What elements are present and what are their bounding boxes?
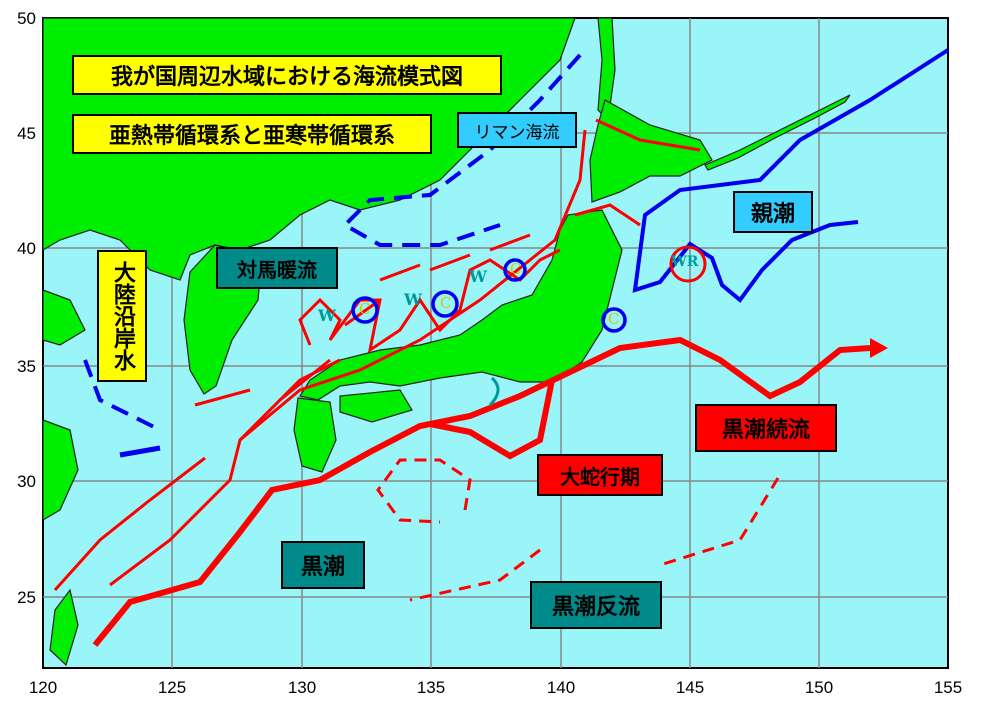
x-axis-ticks: 120 125 130 135 140 145 150 155 [29, 678, 962, 697]
tsushima-label: 対馬暖流 [216, 247, 338, 289]
svg-text:50: 50 [17, 9, 36, 28]
title-label: 我が国周辺水域における海流模式図 [72, 55, 502, 95]
svg-text:130: 130 [288, 678, 316, 697]
cold-eddy-label: C [608, 310, 620, 328]
extension-label: 黒潮続流 [695, 404, 837, 452]
cold-eddies [351, 258, 627, 333]
meander-label: 大蛇行期 [537, 454, 663, 496]
taiwan [49, 588, 79, 667]
svg-text:135: 135 [417, 678, 445, 697]
svg-text:45: 45 [17, 124, 36, 143]
hokkaido [589, 99, 713, 203]
svg-text:30: 30 [17, 472, 36, 491]
warm-eddy-label: W [404, 290, 422, 309]
cold-eddy-label: C [440, 294, 452, 312]
svg-text:150: 150 [805, 678, 833, 697]
oyashio-current [632, 48, 950, 303]
honshu [299, 209, 623, 401]
svg-text:125: 125 [158, 678, 186, 697]
warm-ring-label: WR [671, 254, 699, 270]
teal-arrow [488, 376, 500, 407]
warm-eddy-label: W [318, 306, 336, 325]
svg-text:35: 35 [17, 357, 36, 376]
oyashio-label: 親潮 [733, 191, 813, 233]
svg-text:25: 25 [17, 588, 36, 607]
warm-eddy-label: W [469, 267, 487, 286]
liman-label: リマン海流 [457, 112, 577, 148]
coastal-arrow [119, 445, 161, 458]
liman-current [83, 53, 582, 432]
kyushu [293, 397, 337, 473]
svg-text:145: 145 [676, 678, 704, 697]
svg-text:155: 155 [934, 678, 962, 697]
svg-text:140: 140 [547, 678, 575, 697]
shikoku [339, 389, 413, 423]
counter-label: 黒潮反流 [530, 581, 662, 629]
tsushima-current [53, 118, 701, 592]
subtitle-label: 亜熱帯循環系と亜寒帯循環系 [72, 114, 432, 154]
china-coast [42, 289, 86, 522]
kuroshio-current [92, 336, 871, 647]
cold-eddy-label: C [510, 260, 522, 278]
y-axis-ticks: 50 45 40 35 30 25 [17, 9, 36, 607]
svg-text:40: 40 [17, 239, 36, 258]
counter-current [376, 458, 780, 602]
kuroshio-arrowhead [870, 338, 888, 358]
kuroshio-label: 黒潮 [281, 541, 365, 589]
continental-label: 大陸沿岸水 [97, 250, 147, 382]
svg-text:120: 120 [29, 678, 57, 697]
cold-eddy-label: C [359, 300, 371, 318]
warm-ring [669, 245, 707, 283]
kuril-islands [704, 94, 851, 171]
